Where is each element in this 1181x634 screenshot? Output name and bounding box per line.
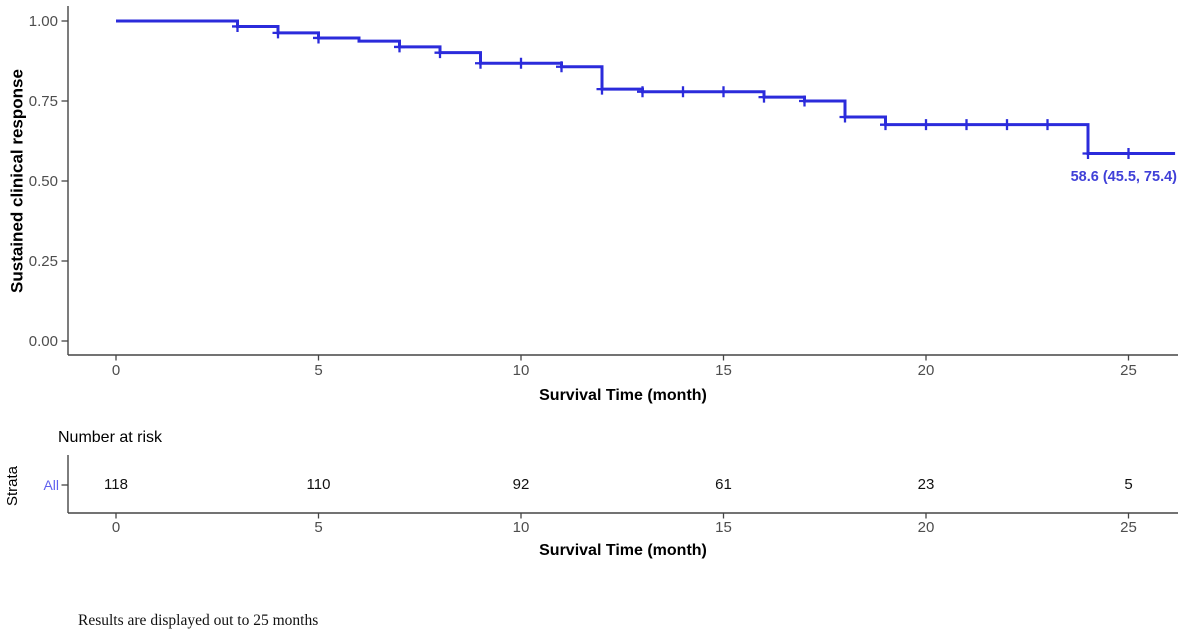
- risk-count: 23: [917, 476, 935, 493]
- main-y-tick-label: 0.50: [28, 172, 58, 190]
- main-x-axis-title: Survival Time (month): [539, 387, 707, 405]
- main-y-tick-label: 0.00: [28, 332, 58, 350]
- risk-x-tick-label: 5: [314, 519, 323, 536]
- main-x-tick-label: 15: [715, 362, 732, 379]
- km-curve-all: [116, 19, 1176, 155]
- risk-count: 110: [306, 476, 331, 493]
- main-x-tick-label: 20: [917, 362, 935, 379]
- final-estimate-annotation: 58.6 (45.5, 75.4): [1070, 169, 1177, 185]
- risk-x-axis-title: Survival Time (month): [539, 542, 707, 560]
- main-y-tick-label: 1.00: [28, 12, 58, 30]
- risk-x-tick-label: 20: [917, 519, 935, 536]
- risk-count: 61: [715, 476, 732, 493]
- main-x-tick-label: 5: [314, 362, 323, 379]
- risk-x-tick-label: 10: [512, 519, 530, 536]
- censor-marks: [232, 20, 1134, 159]
- main-y-tick-label: 0.25: [28, 252, 58, 270]
- risk-x-tick-label: 25: [1120, 519, 1137, 536]
- risk-count: 118: [104, 476, 128, 493]
- strata-tick-label-all: All: [43, 477, 59, 493]
- risk-x-tick-label: 0: [111, 519, 121, 536]
- main-x-tick-label: 10: [512, 362, 530, 379]
- main-y-tick-label: 0.75: [28, 92, 58, 110]
- main-x-tick-label: 0: [111, 362, 121, 379]
- risk-count: 5: [1124, 476, 1133, 493]
- main-x-tick-label: 25: [1120, 362, 1137, 379]
- risk-x-tick-label: 15: [715, 519, 732, 536]
- footnote: Results are displayed out to 25 months: [78, 612, 319, 629]
- risk-count: 92: [512, 476, 530, 493]
- risk-table-header: Number at risk: [58, 429, 163, 446]
